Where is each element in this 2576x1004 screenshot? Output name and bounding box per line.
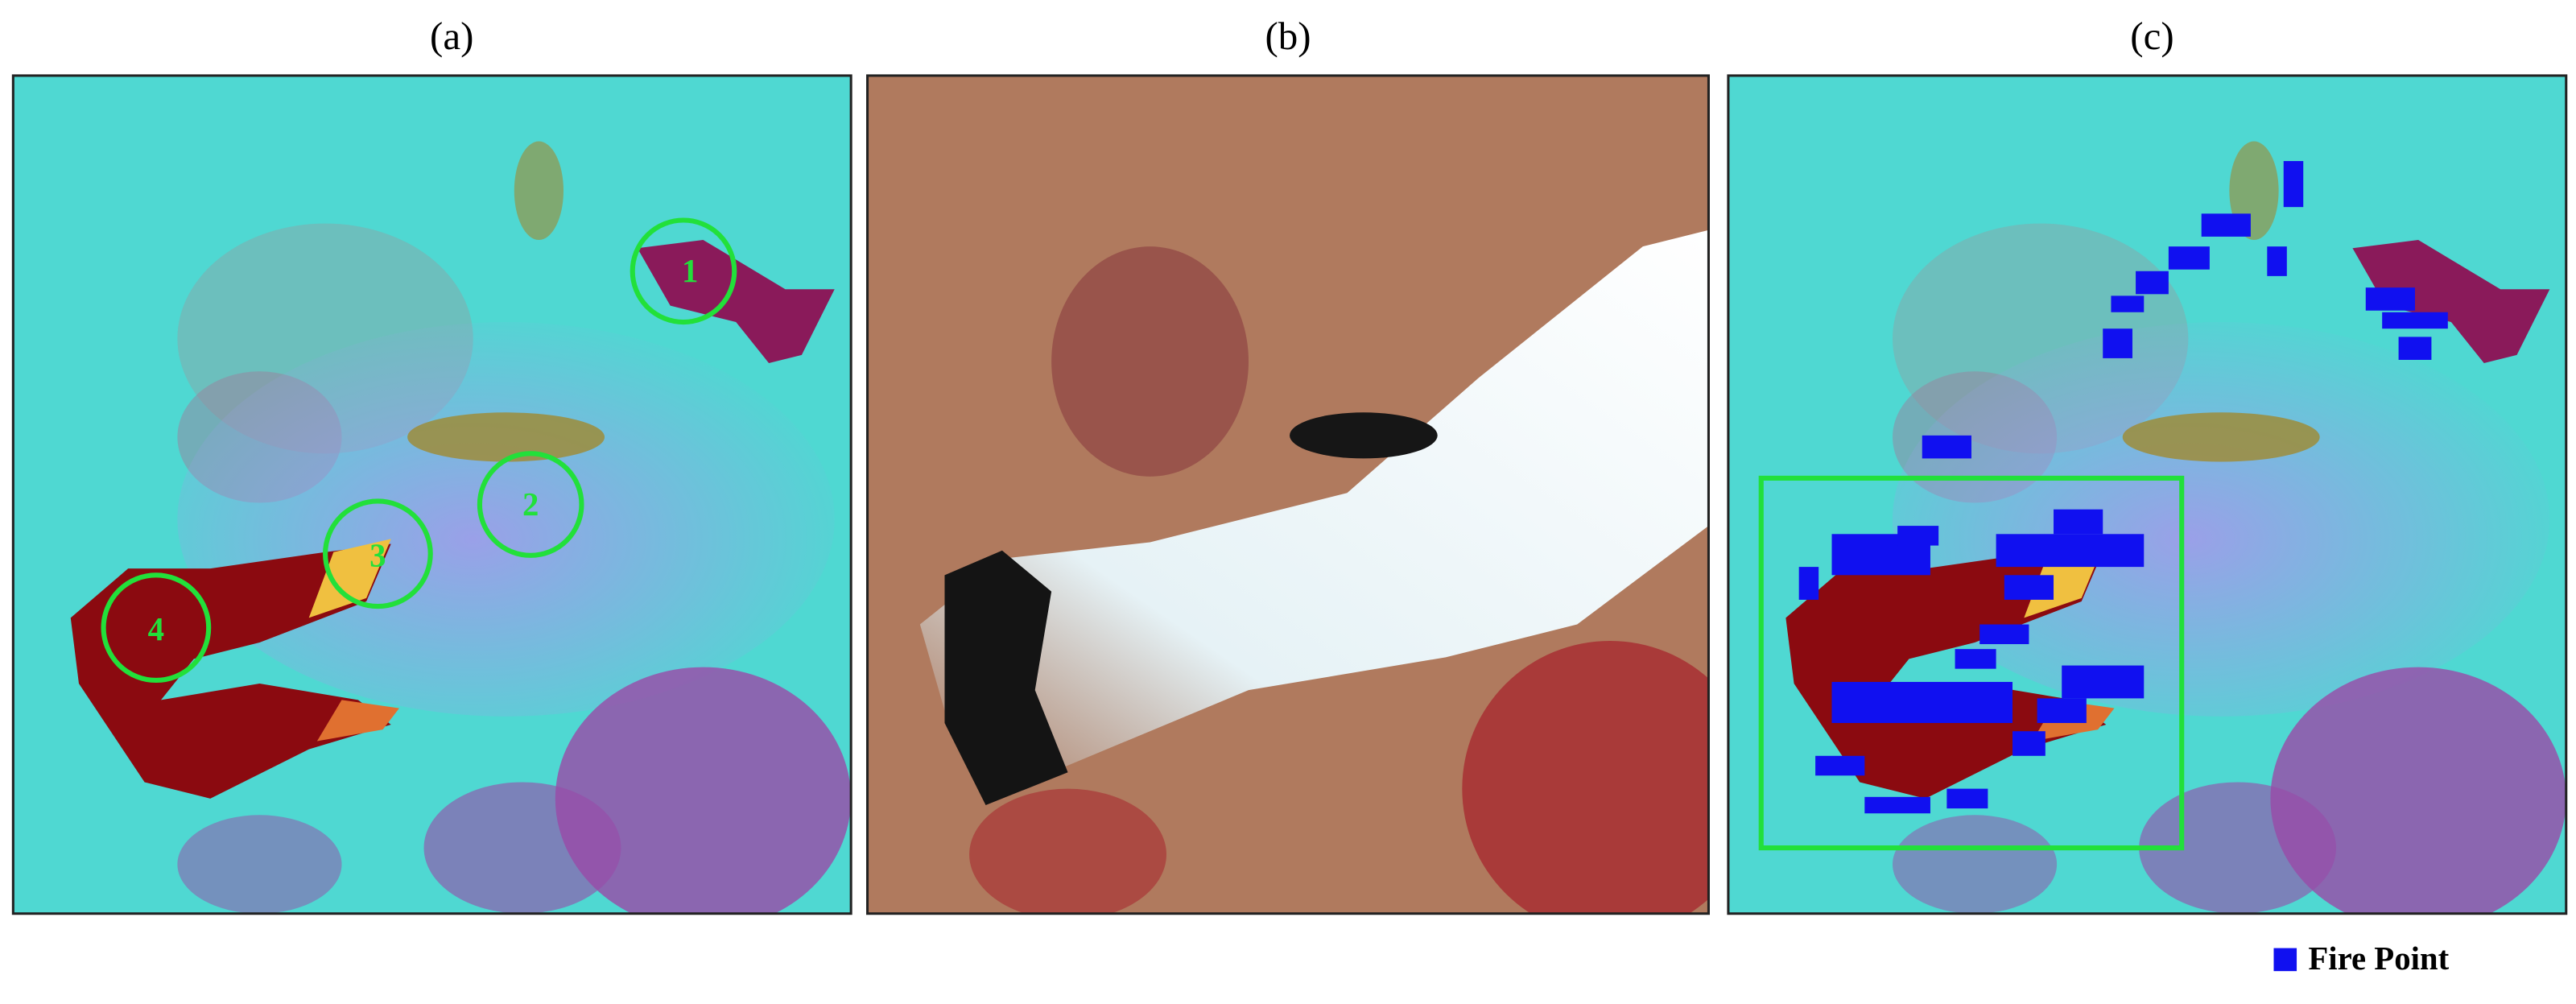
circles xyxy=(101,217,737,683)
annotation: 2 xyxy=(522,486,539,523)
panel-label: (c) xyxy=(2130,14,2174,58)
legend-swatch xyxy=(2273,948,2297,972)
panel-label: (a) xyxy=(430,14,473,58)
image-b xyxy=(867,75,1709,914)
annotation: 1 xyxy=(682,253,698,289)
frame xyxy=(1727,74,2568,915)
panel-label: (b) xyxy=(1265,14,1311,58)
legend-label: Fire Point xyxy=(2308,940,2449,977)
annotation: 4 xyxy=(148,611,164,647)
image-c xyxy=(1728,75,2566,914)
annotation: 3 xyxy=(369,537,386,573)
frame xyxy=(866,74,1710,915)
fire-points xyxy=(1798,161,2448,814)
frame xyxy=(11,74,852,915)
highlight-box xyxy=(1758,475,2185,851)
image-a xyxy=(13,75,852,914)
